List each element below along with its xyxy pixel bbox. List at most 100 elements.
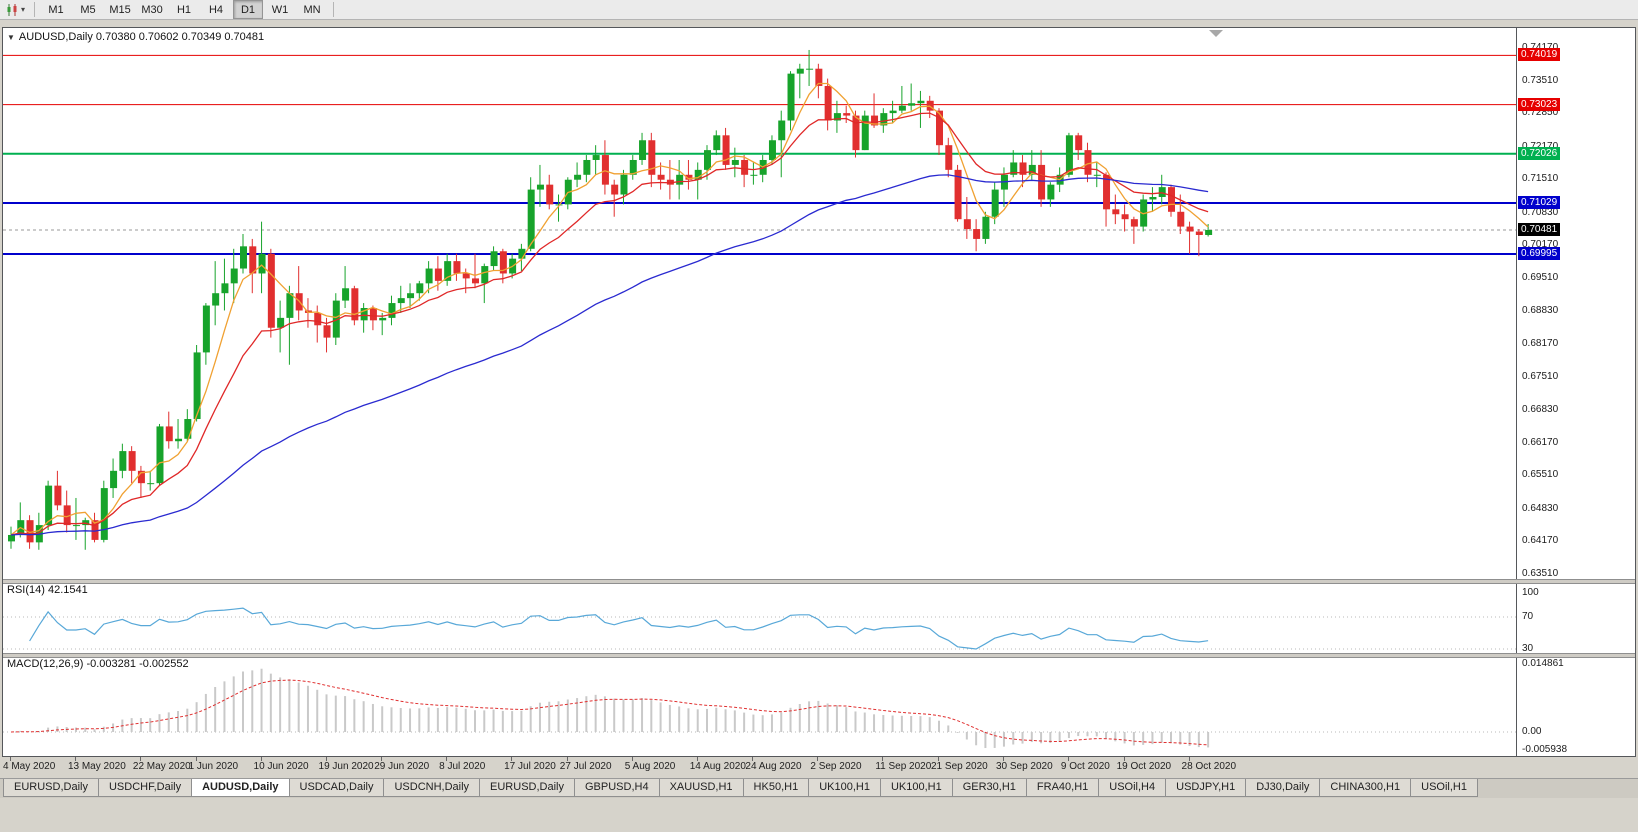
timeframe-button-m30[interactable]: M30: [141, 3, 163, 16]
candle-body: [1195, 231, 1203, 235]
candle-body: [518, 248, 526, 259]
time-axis-tick: [1067, 757, 1069, 761]
time-axis-tick: [381, 757, 383, 761]
toolbar-separator: [333, 2, 335, 17]
symbol-dropdown-icon[interactable]: ▼: [7, 32, 15, 42]
chart-tab-fra40-h1[interactable]: FRA40,H1: [1025, 779, 1100, 797]
candle-body: [267, 253, 275, 328]
chart-type-button[interactable]: ▾: [2, 0, 29, 20]
candle-body: [1112, 209, 1120, 215]
chart-tab-gbpusd-h4[interactable]: GBPUSD,H4: [574, 779, 660, 797]
time-axis-tick: [1002, 757, 1004, 761]
timeframe-button-mn[interactable]: MN: [303, 3, 321, 16]
time-axis-label: 21 Sep 2020: [931, 761, 988, 772]
candle-body: [713, 135, 721, 151]
candle-body: [286, 293, 294, 318]
rsi-indicator-panel: [3, 607, 1516, 650]
candle-body: [620, 174, 628, 195]
chart-tab-audusd-daily[interactable]: AUDUSD,Daily: [191, 779, 290, 797]
time-axis-label: 27 Jul 2020: [559, 761, 612, 772]
chart-tab-usoil-h1[interactable]: USOil,H1: [1410, 779, 1478, 797]
price-axis-label: 0.73510: [1522, 74, 1559, 86]
timeframe-button-d1[interactable]: D1: [233, 0, 264, 19]
chart-shift-marker[interactable]: [1209, 30, 1223, 37]
timeframe-button-m1[interactable]: M1: [48, 3, 64, 16]
candle-body: [72, 525, 80, 527]
time-axis-label: 2 Sep 2020: [810, 761, 862, 772]
time-axis-tick: [817, 757, 819, 761]
timeframe-button-h1[interactable]: H1: [176, 3, 192, 16]
candle-body: [351, 288, 359, 321]
candle-body: [240, 246, 247, 269]
candle-body: [1093, 174, 1101, 176]
candle-body: [175, 438, 183, 442]
candle-body: [852, 115, 860, 151]
candle-body: [425, 268, 433, 284]
candle-body: [917, 100, 925, 104]
candle-body: [45, 485, 53, 526]
candle-body: [407, 293, 415, 299]
timeframe-button-m15[interactable]: M15: [109, 3, 131, 16]
toolbar-separator: [34, 2, 36, 17]
candle-body: [453, 261, 461, 274]
candle-body: [768, 140, 776, 160]
candle-body: [332, 300, 340, 338]
candle-body: [806, 68, 814, 70]
chart-tab-usdcad-daily[interactable]: USDCAD,Daily: [288, 779, 385, 797]
candle-body: [434, 268, 442, 281]
price-axis: 0.74170 0.73510 0.72850 0.72170 0.71510 0.708…: [1516, 28, 1635, 756]
candle-body: [1205, 229, 1213, 235]
candle-body: [63, 505, 71, 526]
chart-tab-usoil-h4[interactable]: USOil,H4: [1098, 779, 1167, 797]
candle-body: [388, 303, 396, 318]
candle-body: [889, 110, 897, 114]
time-axis-label: 11 Sep 2020: [875, 761, 932, 772]
candle-body: [249, 246, 257, 274]
chart-tab-usdjpy-h1[interactable]: USDJPY,H1: [1165, 779, 1247, 797]
chart-tab-xauusd-h1[interactable]: XAUUSD,H1: [658, 779, 744, 797]
price-axis-label: 0.66170: [1522, 436, 1559, 448]
time-axis-tick: [1188, 757, 1190, 761]
time-axis-label: 29 Jun 2020: [374, 761, 430, 772]
time-axis-tick: [10, 757, 11, 761]
price-axis-label: 0.66830: [1522, 404, 1559, 416]
time-axis-tick: [260, 757, 262, 761]
chart-tab-usdcnh-daily[interactable]: USDCNH,Daily: [383, 779, 481, 797]
rsi-line: [29, 607, 1209, 650]
macd-label: MACD(12,26,9) -0.003281 -0.002552: [7, 658, 189, 670]
chart-tab-usdchf-daily[interactable]: USDCHF,Daily: [97, 779, 193, 797]
candle-body: [323, 325, 331, 338]
candle-body: [1047, 184, 1055, 200]
candle-body: [472, 278, 479, 284]
candle-body: [546, 184, 554, 205]
candle-body: [759, 159, 767, 175]
candle-body: [221, 283, 229, 294]
chart-tab-eurusd-daily[interactable]: EURUSD,Daily: [479, 779, 575, 797]
time-axis-tick: [882, 757, 884, 761]
candle-body: [750, 174, 758, 176]
chart-tab-china300-h1[interactable]: CHINA300,H1: [1319, 779, 1412, 797]
timeframe-button-w1[interactable]: W1: [271, 3, 289, 16]
candle-body: [54, 485, 62, 506]
candle-body: [193, 352, 201, 420]
price-level-badge: 0.69995: [1518, 246, 1561, 260]
candle-body: [601, 155, 609, 185]
macd-axis-label: -0.005938: [1522, 744, 1568, 755]
candle-body: [342, 288, 350, 301]
candle-body: [1010, 162, 1018, 175]
candle-body: [1075, 135, 1083, 151]
chart-tab-uk100-h1[interactable]: UK100,H1: [808, 779, 881, 797]
chart-tab-eurusd-daily[interactable]: EURUSD,Daily: [3, 779, 99, 797]
panel-divider[interactable]: [3, 579, 1635, 584]
price-axis-label: 0.68170: [1522, 338, 1559, 350]
chart-window: ▼ AUDUSD,Daily 0.70380 0.70602 0.70349 0…: [2, 27, 1636, 757]
chart-tab-ger30-h1[interactable]: GER30,H1: [951, 779, 1027, 797]
chart-tab-dj30-daily[interactable]: DJ30,Daily: [1245, 779, 1321, 797]
price-axis-label: 0.71510: [1522, 173, 1559, 185]
timeframe-button-h4[interactable]: H4: [208, 3, 224, 16]
chart-tab-uk100-h1[interactable]: UK100,H1: [879, 779, 953, 797]
candle-body: [397, 298, 405, 304]
panel-divider[interactable]: [3, 653, 1635, 658]
chart-tab-hk50-h1[interactable]: HK50,H1: [742, 779, 810, 797]
timeframe-button-m5[interactable]: M5: [80, 3, 96, 16]
